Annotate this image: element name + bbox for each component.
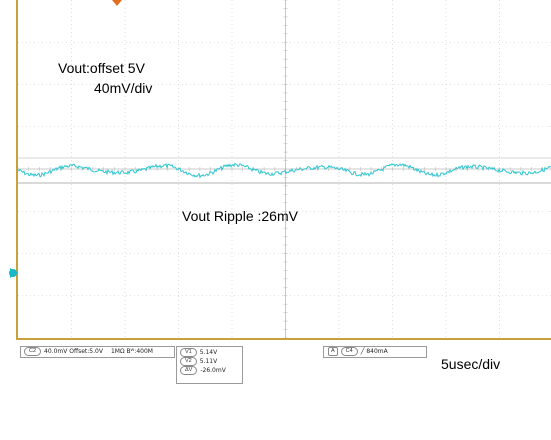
measurement-chip: ΔV: [180, 366, 198, 375]
waveform-display: [18, 0, 551, 338]
trigger-position-icon[interactable]: [112, 0, 122, 8]
measurement-value: 5.11V: [199, 358, 218, 365]
measurement-row: ΔV -26.0mV: [180, 366, 239, 375]
trigger-settings-box[interactable]: A C4 ╱ 840mA: [323, 346, 427, 358]
channel-settings-box[interactable]: C2 40.0mV Offset:5.0V 1MΩ Bᵂ:400M: [20, 346, 175, 358]
impedance-bandwidth: 1MΩ Bᵂ:400M: [110, 348, 153, 355]
measurement-chip: V2: [180, 357, 197, 366]
trigger-channel-chip: C4: [340, 347, 358, 356]
measurement-value: -26.0mV: [200, 367, 226, 374]
vout-offset-label: Vout:offset 5V: [58, 60, 145, 76]
channel-settings: 40.0mV Offset:5.0V: [44, 348, 103, 355]
trigger-level: 840mA: [366, 348, 388, 355]
measurement-row: V1 5.14V: [180, 348, 239, 357]
scope-screen: Vout:offset 5V 40mV/div Vout Ripple :26m…: [16, 0, 551, 340]
timebase-label: 5usec/div: [441, 356, 501, 372]
measurement-value: 5.14V: [199, 349, 218, 356]
channel-chip[interactable]: C2: [24, 347, 42, 356]
measurement-chip: V1: [180, 348, 197, 357]
channel-markers: [9, 268, 18, 278]
rising-edge-icon: ╱: [360, 348, 365, 355]
vout-scale-label: 40mV/div: [94, 80, 153, 96]
trigger-icon: A: [328, 347, 338, 356]
measurement-row: V2 5.11V: [180, 357, 239, 366]
vout-ripple-label: Vout Ripple :26mV: [182, 208, 298, 224]
ripple-waveform: [18, 162, 551, 179]
measurements-box[interactable]: V1 5.14V V2 5.11V ΔV -26.0mV: [176, 346, 243, 384]
